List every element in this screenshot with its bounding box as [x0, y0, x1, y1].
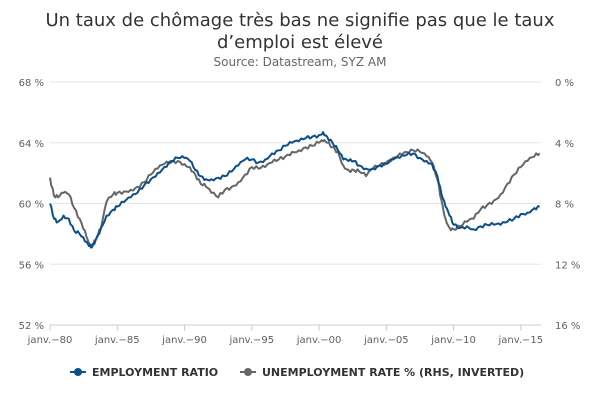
x-tick-label: janv.−15 [497, 335, 543, 346]
series-line-unemployment-rate[interactable] [49, 139, 541, 247]
x-tick-label: janv.−80 [27, 335, 73, 346]
axes: 68 % 64 % 60 % 56 % 52 % 0 % 4 % 8 % 12 % 16 % jan… [19, 78, 581, 346]
chart-title-line-2: d’emploi est élevé [217, 32, 383, 53]
x-tick-label: janv.−05 [363, 335, 409, 346]
y-right-tick-label: 8 % [555, 200, 574, 211]
y-right-tick-label: 4 % [555, 139, 574, 150]
x-tick-label: janv.−00 [296, 335, 342, 346]
y-right-tick-label: 0 % [555, 78, 574, 89]
y-right-tick-label: 16 % [555, 321, 580, 332]
y-left-tick-label: 52 % [19, 321, 44, 332]
plot-area [49, 131, 541, 249]
x-tick-label: janv.−90 [161, 335, 207, 346]
legend[interactable]: EMPLOYMENT RATIO UNEMPLOYMENT RATE % (RHS… [70, 366, 524, 379]
x-tick-label: janv.−95 [228, 335, 274, 346]
y-right-tick-label: 12 % [555, 260, 580, 271]
y-left-tick-label: 60 % [19, 200, 44, 211]
y-left-tick-label: 56 % [19, 260, 44, 271]
series-line-employment-ratio[interactable] [49, 131, 540, 249]
x-tick-label: janv.−85 [94, 335, 140, 346]
x-tick-label: janv.−10 [430, 335, 476, 346]
legend-swatch-marker [244, 368, 252, 376]
grid-lines [50, 81, 541, 326]
legend-label: UNEMPLOYMENT RATE % (RHS, INVERTED) [262, 366, 524, 379]
y-left-tick-label: 68 % [19, 78, 44, 89]
legend-swatch-marker [74, 368, 82, 376]
chart-subtitle: Source: Datastream, SYZ AM [214, 55, 387, 69]
legend-item-unemployment-rate[interactable]: UNEMPLOYMENT RATE % (RHS, INVERTED) [240, 366, 524, 379]
legend-label: EMPLOYMENT RATIO [92, 366, 218, 379]
legend-item-employment-ratio[interactable]: EMPLOYMENT RATIO [70, 366, 218, 379]
y-left-tick-label: 64 % [19, 139, 44, 150]
chart-title-line-1: Un taux de chômage très bas ne signifie … [46, 10, 555, 31]
